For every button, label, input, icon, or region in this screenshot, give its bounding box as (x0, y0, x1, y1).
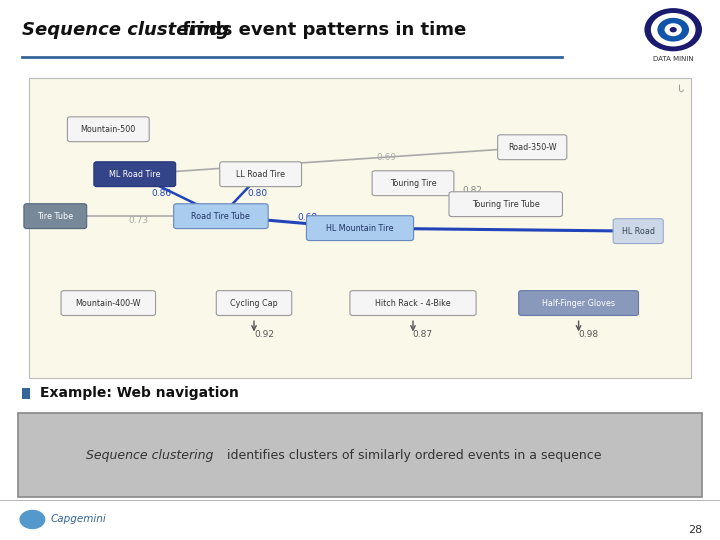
Circle shape (644, 8, 702, 51)
Text: Touring Tire Tube: Touring Tire Tube (472, 200, 539, 208)
Text: 0.86: 0.86 (151, 189, 171, 198)
Text: DATA MININ: DATA MININ (653, 56, 693, 63)
Text: LL Road Tire: LL Road Tire (236, 170, 285, 179)
Circle shape (665, 23, 682, 36)
FancyBboxPatch shape (307, 215, 413, 241)
Text: Example: Web navigation: Example: Web navigation (40, 386, 238, 400)
Text: ᒐ: ᒐ (678, 84, 684, 94)
FancyBboxPatch shape (449, 192, 562, 217)
FancyBboxPatch shape (613, 219, 663, 244)
Text: HL Road: HL Road (621, 227, 654, 235)
Text: identifies clusters of similarly ordered events in a sequence: identifies clusters of similarly ordered… (223, 449, 602, 462)
Text: ML Road Tire: ML Road Tire (109, 170, 161, 179)
FancyBboxPatch shape (220, 162, 302, 187)
Text: Sequence clustering: Sequence clustering (86, 449, 214, 462)
Text: Capgemini: Capgemini (50, 515, 106, 524)
Text: 0.68: 0.68 (297, 213, 317, 222)
FancyBboxPatch shape (350, 291, 476, 315)
Circle shape (651, 13, 696, 46)
FancyBboxPatch shape (22, 388, 30, 399)
FancyBboxPatch shape (174, 204, 268, 228)
FancyBboxPatch shape (68, 117, 149, 141)
Text: Half-Finger Gloves: Half-Finger Gloves (542, 299, 615, 308)
Circle shape (19, 510, 45, 529)
FancyBboxPatch shape (372, 171, 454, 195)
Text: 0.98: 0.98 (578, 330, 598, 339)
Text: Road-350-W: Road-350-W (508, 143, 557, 152)
Text: Touring Tire: Touring Tire (390, 179, 436, 188)
FancyBboxPatch shape (498, 135, 567, 160)
Text: 0.69: 0.69 (377, 153, 397, 162)
Text: 0.92: 0.92 (254, 330, 274, 339)
Text: Sequence clustering: Sequence clustering (22, 21, 229, 39)
FancyBboxPatch shape (94, 162, 176, 187)
Text: Road Tire Tube: Road Tire Tube (192, 212, 251, 221)
FancyBboxPatch shape (518, 291, 639, 315)
FancyBboxPatch shape (24, 204, 86, 228)
Text: 0.73: 0.73 (128, 216, 148, 225)
Text: Tire Tube: Tire Tube (37, 212, 73, 221)
Text: 0.82: 0.82 (463, 186, 482, 195)
Circle shape (670, 27, 677, 32)
Text: 0.80: 0.80 (247, 189, 267, 198)
Text: Mountain-400-W: Mountain-400-W (76, 299, 141, 308)
FancyBboxPatch shape (18, 413, 702, 497)
Text: Hitch Rack - 4-Bike: Hitch Rack - 4-Bike (375, 299, 451, 308)
FancyBboxPatch shape (29, 78, 691, 378)
Text: 28: 28 (688, 525, 702, 535)
Text: HL Mountain Tire: HL Mountain Tire (326, 224, 394, 233)
Text: Mountain-500: Mountain-500 (81, 125, 136, 134)
Text: Cycling Cap: Cycling Cap (230, 299, 278, 308)
Text: finds event patterns in time: finds event patterns in time (176, 21, 467, 39)
Circle shape (657, 18, 689, 42)
FancyBboxPatch shape (61, 291, 156, 315)
Text: 0.87: 0.87 (413, 330, 433, 339)
FancyBboxPatch shape (216, 291, 292, 315)
